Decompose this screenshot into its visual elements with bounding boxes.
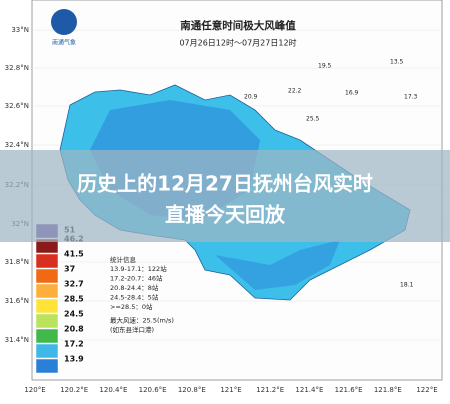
wind-zone (215, 240, 340, 290)
station-value: 20.9 (244, 94, 258, 101)
overlay-title: 历史上的12月27日抚州台风实时 (77, 172, 373, 196)
station-value: 18.1 (400, 282, 414, 289)
lat-label: 32.8°N (5, 64, 29, 72)
legend-label: 17.2 (64, 340, 84, 349)
station-value: 22.2 (288, 88, 302, 95)
legend-swatch (35, 343, 59, 359)
legend-label: 20.8 (64, 325, 84, 334)
lon-label: 121°E (220, 386, 241, 394)
lat-label: 33°N (11, 26, 29, 34)
legend-swatch (35, 283, 59, 299)
lon-label: 121.6°E (335, 386, 363, 394)
lon-labels: 120°E 120.2°E 120.4°E 120.6°E 120.8°E 121°E 12… (24, 386, 437, 394)
lon-label: 120.2°E (60, 386, 88, 394)
legend-label: 13.9 (64, 355, 84, 364)
stats-line: 20.8-24.4：8站 (110, 283, 159, 292)
station-value: 16.9 (345, 90, 359, 97)
stats-line: 24.5-28.4：5站 (110, 293, 159, 302)
stats-line: (如东县洋口港) (110, 325, 154, 334)
logo-text: 南通气象 (52, 39, 76, 47)
map-subtitle: 07月26日12时～07月27日12时 (179, 38, 296, 48)
legend-swatch (35, 253, 59, 269)
stats-line: 13.9-17.1：122站 (110, 264, 167, 273)
legend-label: 28.5 (64, 295, 84, 304)
station-value: 17.3 (404, 94, 418, 101)
lat-label: 32.4°N (5, 141, 29, 149)
overlay-band (0, 150, 450, 242)
lon-label: 120.4°E (99, 386, 127, 394)
lon-label: 121.2°E (256, 386, 284, 394)
lat-label: 31.4°N (5, 336, 29, 344)
lon-label: 120.8°E (178, 386, 206, 394)
legend-swatch (35, 313, 59, 329)
logo (51, 9, 77, 35)
lat-label: 31.6°N (5, 297, 29, 305)
lat-label: 32.6°N (5, 102, 29, 110)
legend-swatch (35, 358, 59, 374)
legend-swatch (35, 328, 59, 344)
lon-label: 120°E (24, 386, 45, 394)
map-title: 南通任意时间极大风峰值 (180, 19, 296, 32)
stats-line: >=28.5：0站 (110, 302, 153, 311)
station-value: 25.5 (306, 116, 320, 123)
lon-label: 120.6°E (139, 386, 167, 394)
legend-label: 37 (64, 265, 75, 274)
legend-label: 32.7 (64, 280, 84, 289)
legend-label: 41.5 (64, 250, 84, 259)
legend-label: 24.5 (64, 310, 84, 319)
overlay-title: 直播今天回放 (165, 203, 286, 227)
lon-label: 121.8°E (374, 386, 402, 394)
legend-swatch (35, 298, 59, 314)
legend-swatch (35, 268, 59, 284)
stats-box: 统计信息13.9-17.1：122站17.2-20.7：46站20.8-24.4… (110, 255, 174, 334)
station-value: 13.5 (390, 59, 404, 66)
lat-label: 31.8°N (5, 258, 29, 266)
stats-line: 17.2-20.7：46站 (110, 274, 163, 283)
stats-line: 最大风速：25.5(m/s) (110, 316, 174, 325)
station-value: 19.5 (318, 63, 332, 70)
lon-label: 121.4°E (295, 386, 323, 394)
lon-label: 122°E (416, 386, 437, 394)
stats-heading: 统计信息 (110, 255, 137, 264)
